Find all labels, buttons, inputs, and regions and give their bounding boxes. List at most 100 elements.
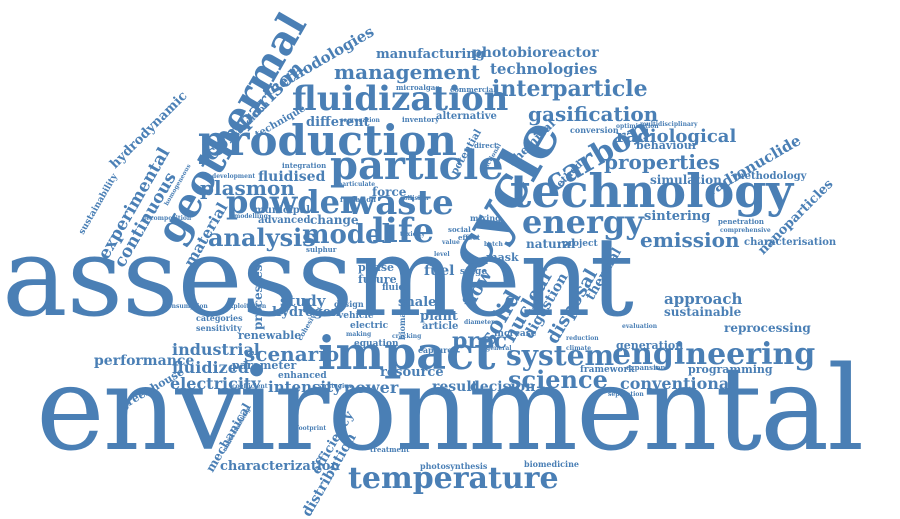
word-fluidized: fluidized bbox=[172, 358, 250, 377]
word-fuel: fuel bbox=[424, 263, 455, 279]
word-assessment: assessment bbox=[2, 213, 634, 341]
word-performance: performance bbox=[94, 353, 195, 369]
word-generation: generation bbox=[616, 339, 684, 352]
word-inventory: inventory bbox=[402, 115, 440, 124]
word-scenario: scenario bbox=[244, 342, 340, 366]
word-intensity: intensity bbox=[268, 378, 342, 396]
word-programming: programming bbox=[688, 363, 773, 376]
word-stage: stage bbox=[460, 267, 488, 277]
word-development: development bbox=[212, 173, 256, 180]
word-reprocessing: reprocessing bbox=[724, 321, 811, 335]
word-model: model bbox=[302, 220, 392, 250]
word-climate: climate bbox=[566, 345, 592, 352]
word-multidisciplinary: multidisciplinary bbox=[640, 121, 698, 128]
word-alternative: alternative bbox=[436, 111, 497, 122]
word-result: result bbox=[432, 379, 479, 395]
word-modelling: modelling bbox=[234, 213, 268, 220]
word-sensitivity: sensitivity bbox=[196, 323, 242, 333]
word-microalgae: microalgae bbox=[396, 83, 440, 92]
word-study: study bbox=[280, 292, 326, 310]
word-social: social bbox=[448, 225, 471, 234]
word-increase: increase bbox=[494, 329, 537, 339]
word-properties: properties bbox=[604, 150, 720, 174]
word-optimization: optimization bbox=[616, 123, 659, 130]
word-fluidization: fluidization bbox=[292, 79, 509, 119]
word-management: management bbox=[334, 60, 480, 84]
word-engineering: engineering bbox=[612, 337, 816, 372]
word-strategies: strategies bbox=[318, 383, 352, 390]
word-resource: resource bbox=[380, 365, 444, 380]
word-framework: framework bbox=[580, 365, 635, 375]
word-life: life bbox=[372, 211, 435, 251]
word-cracking: cracking bbox=[392, 333, 422, 340]
word-mixing: mixing bbox=[470, 213, 501, 223]
word-characterisation: characterisation bbox=[744, 237, 837, 248]
word-electricity: electricity bbox=[170, 374, 261, 393]
word-mask: mask bbox=[486, 251, 519, 264]
word-treatment: treatment bbox=[370, 445, 410, 454]
word-commercial: commercial bbox=[450, 85, 497, 94]
word-footprint: footprint bbox=[296, 425, 327, 432]
word-technologies: technologies bbox=[490, 60, 598, 78]
word-value: value bbox=[442, 239, 460, 246]
word-enhanced: enhanced bbox=[278, 371, 327, 381]
word-change: change bbox=[310, 213, 359, 227]
word-impact: impact bbox=[318, 326, 496, 380]
word-consumption: consumption bbox=[164, 303, 208, 310]
word-reduction: reduction bbox=[566, 335, 599, 342]
word-behaviour: behaviour bbox=[636, 139, 698, 152]
word-future: future bbox=[358, 273, 397, 286]
word-particle: particle bbox=[330, 142, 504, 189]
word-level: level bbox=[434, 251, 450, 258]
word-project: project bbox=[562, 239, 598, 249]
word-plant: plant bbox=[420, 309, 458, 324]
word-parameter: parameter bbox=[232, 359, 297, 372]
word-conventional: conventional bbox=[620, 374, 736, 393]
word-sustainable: sustainable bbox=[664, 305, 742, 319]
word-integration: integration bbox=[282, 161, 327, 170]
word-emission: emission bbox=[640, 228, 740, 252]
word-simulation: simulation bbox=[650, 173, 722, 187]
word-decision: decision bbox=[470, 379, 536, 395]
word-analysis: analysis bbox=[208, 223, 316, 252]
word-collision: collision bbox=[400, 195, 429, 202]
word-processes: processes bbox=[251, 264, 265, 330]
word-municipal: municipal bbox=[254, 205, 311, 216]
word-manufacturing: manufacturing bbox=[376, 47, 485, 62]
word-penetration: penetration bbox=[718, 217, 764, 226]
word-photobioreactor: photobioreactor bbox=[472, 45, 599, 61]
word-production: production bbox=[198, 116, 457, 165]
word-decomposition: decomposition bbox=[142, 215, 192, 222]
word-batch: batch bbox=[484, 241, 503, 248]
word-waste: waste bbox=[346, 183, 454, 223]
word-toxicity: toxicity bbox=[400, 231, 425, 238]
word-force: force bbox=[372, 185, 407, 199]
word-categories: categories bbox=[196, 313, 243, 323]
word-interparticle: interparticle bbox=[492, 76, 648, 102]
word-diameter: diameter bbox=[464, 319, 495, 326]
word-evaluation: evaluation bbox=[622, 323, 658, 330]
word-system: system bbox=[506, 339, 615, 372]
word-vehicle: vehicle bbox=[338, 311, 374, 321]
word-separation: separation bbox=[608, 391, 644, 398]
word-radiological: radiological bbox=[616, 126, 737, 147]
word-environmental: environmental bbox=[36, 342, 864, 477]
word-fluid: fluid bbox=[382, 283, 405, 293]
word-capture: capture bbox=[418, 345, 453, 355]
word-natural: natural bbox=[526, 237, 576, 251]
word-plasmon: plasmon bbox=[200, 176, 295, 200]
word-data: data bbox=[466, 257, 489, 267]
word-comprehensive: comprehensive bbox=[720, 227, 771, 234]
word-technology: technology bbox=[510, 164, 794, 218]
word-segregation: segregation bbox=[340, 117, 380, 124]
word-renewable: renewable bbox=[238, 329, 302, 342]
word-characterization: characterization bbox=[220, 459, 340, 474]
word-gasification: gasification bbox=[528, 102, 659, 126]
word-biomedicine: biomedicine bbox=[524, 459, 579, 469]
word-industrial: industrial bbox=[172, 340, 260, 359]
word-fluidised: fluidised bbox=[258, 169, 326, 185]
word-exploitation: exploitation bbox=[226, 303, 267, 310]
word-proc: proc bbox=[452, 328, 508, 354]
word-radiation: radiation bbox=[340, 195, 376, 204]
